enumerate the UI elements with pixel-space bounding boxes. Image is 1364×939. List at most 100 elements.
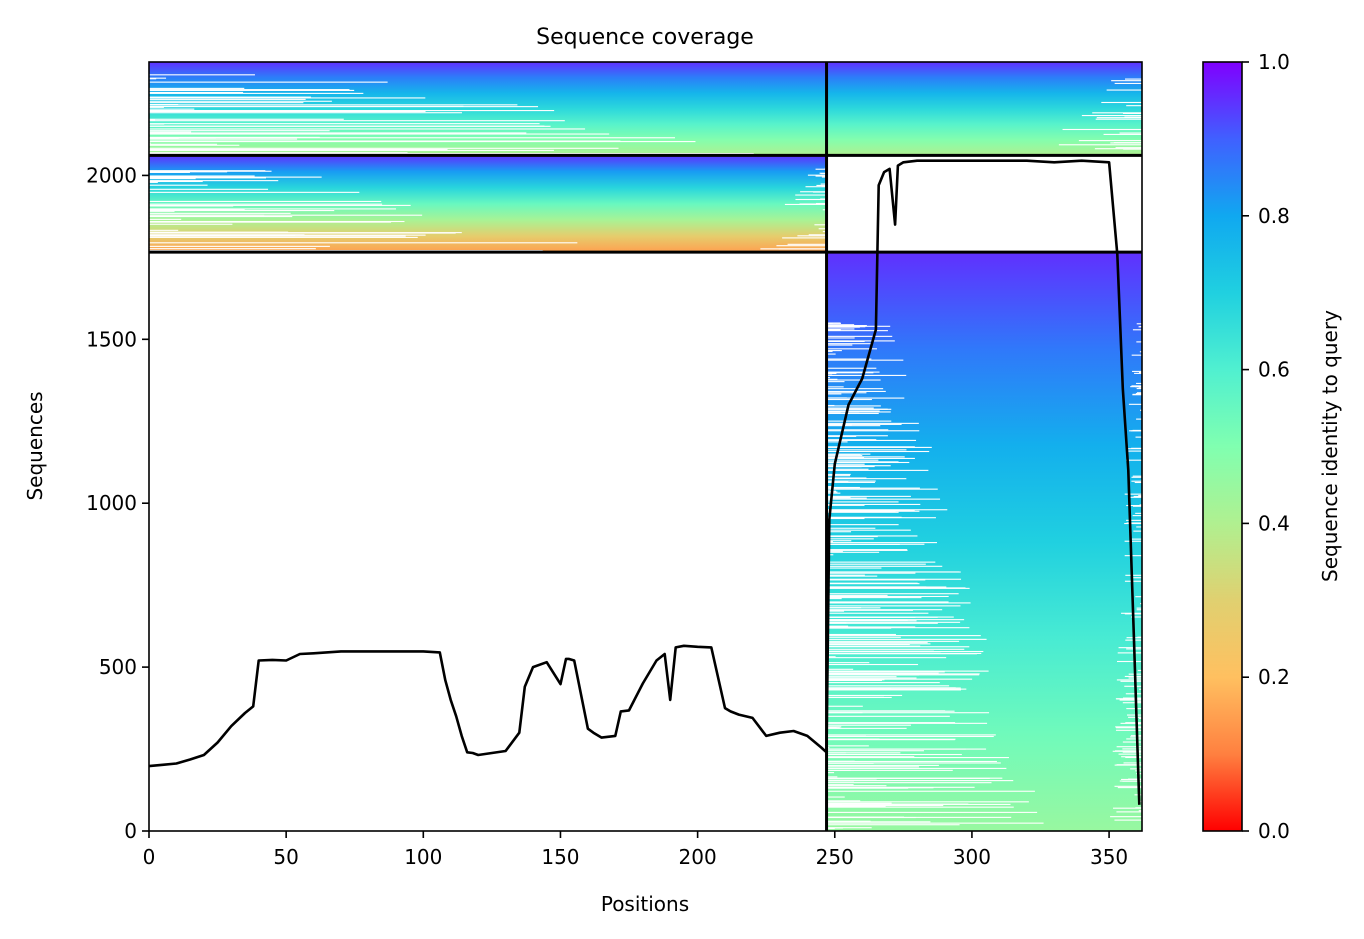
msa-gap	[822, 209, 827, 211]
msa-gap	[826, 343, 871, 345]
msa-gap	[826, 710, 955, 712]
msa-gap	[826, 762, 1001, 764]
msa-gap	[1135, 512, 1142, 514]
msa-gap	[149, 203, 383, 205]
msa-gap	[1110, 816, 1142, 818]
msa-gap	[795, 194, 827, 196]
msa-gap	[1062, 128, 1142, 131]
msa-gap	[1081, 114, 1142, 117]
msa-gap	[826, 756, 915, 758]
msa-gap	[1135, 496, 1142, 498]
msa-gap	[149, 133, 610, 135]
msa-gap	[826, 495, 911, 497]
msa-gap	[826, 473, 851, 475]
msa-gap	[1125, 78, 1142, 80]
msa-gap	[1115, 726, 1142, 728]
msa-gap	[1134, 372, 1142, 374]
msa-gap	[149, 208, 245, 210]
msa-gap	[1118, 647, 1142, 649]
msa-gap	[826, 478, 907, 480]
msa-gap	[826, 672, 939, 674]
colorbar-label: Sequence identity to query	[1318, 310, 1342, 582]
msa-gap	[782, 237, 827, 239]
msa-gap	[1115, 729, 1142, 731]
msa-gap	[1126, 519, 1142, 521]
msa-gap	[1116, 679, 1142, 681]
msa-gap	[826, 456, 905, 458]
msa-gap	[826, 516, 902, 518]
msa-gap	[818, 228, 827, 230]
msa-gap	[826, 620, 917, 622]
msa-gap	[826, 625, 849, 627]
colorbar-tick-label: 1.0	[1258, 50, 1290, 74]
msa-gap	[149, 181, 158, 183]
msa-gap	[826, 535, 918, 537]
msa-gap	[826, 337, 855, 339]
msa-gap	[1126, 522, 1142, 524]
msa-gap	[826, 374, 833, 376]
msa-gap	[826, 633, 896, 636]
msa-gap	[826, 449, 907, 451]
msa-gap	[1130, 577, 1142, 579]
msa-gap	[826, 760, 855, 762]
msa-gap	[1136, 382, 1142, 384]
msa-gap	[1115, 147, 1142, 149]
msa-gap	[826, 745, 869, 747]
msa-gap	[826, 453, 861, 455]
msa-gap	[826, 488, 938, 490]
msa-gap	[826, 571, 960, 573]
msa-gap	[797, 235, 827, 237]
msa-gap	[826, 790, 1035, 792]
msa-gap	[1117, 787, 1142, 789]
msa-gap	[826, 517, 865, 520]
msa-gap	[826, 685, 950, 687]
msa-gap	[826, 627, 970, 629]
msa-gap	[826, 587, 966, 589]
msa-gap	[826, 676, 897, 678]
msa-gap	[826, 457, 915, 459]
msa-gap	[826, 715, 950, 717]
msa-gap	[1122, 741, 1142, 743]
msa-gap	[826, 616, 938, 618]
msa-gap	[826, 536, 878, 538]
msa-gap	[826, 410, 880, 412]
msa-gap	[826, 679, 882, 681]
msa-gap	[1131, 354, 1142, 356]
msa-block	[149, 62, 1142, 156]
msa-gap	[1134, 701, 1142, 703]
msa-gap	[149, 100, 332, 102]
msa-gap	[826, 674, 980, 676]
msa-gap	[826, 682, 940, 684]
msa-gap	[826, 640, 960, 642]
msa-gap	[1125, 756, 1142, 759]
msa-gap	[816, 184, 827, 186]
msa-gap	[1113, 142, 1142, 144]
msa-gap	[826, 340, 865, 343]
msa-gap	[826, 379, 881, 381]
msa-gap	[149, 221, 392, 223]
msa-gap	[826, 393, 842, 395]
msa-gap	[1103, 133, 1142, 135]
msa-gap	[826, 496, 851, 498]
msa-gap	[826, 353, 836, 355]
x-tick-label: 50	[273, 845, 298, 869]
msa-gap	[1140, 603, 1142, 605]
msa-gap	[826, 622, 938, 624]
msa-gap	[1135, 436, 1142, 438]
msa-gap	[815, 175, 827, 177]
msa-gap	[1135, 596, 1142, 598]
msa-gap	[1132, 370, 1142, 372]
msa-gap	[826, 748, 966, 750]
msa-gap	[826, 802, 892, 804]
msa-gap	[820, 183, 827, 185]
msa-gap	[1125, 722, 1142, 724]
msa-gap	[826, 579, 926, 581]
msa-gap	[826, 492, 841, 494]
msa-gap	[149, 171, 228, 173]
msa-gap	[149, 210, 175, 212]
msa-gap	[149, 220, 405, 223]
msa-gap	[1138, 495, 1142, 497]
msa-gap	[826, 551, 880, 553]
msa-gap	[826, 776, 838, 778]
y-tick-label: 1500	[86, 327, 137, 351]
